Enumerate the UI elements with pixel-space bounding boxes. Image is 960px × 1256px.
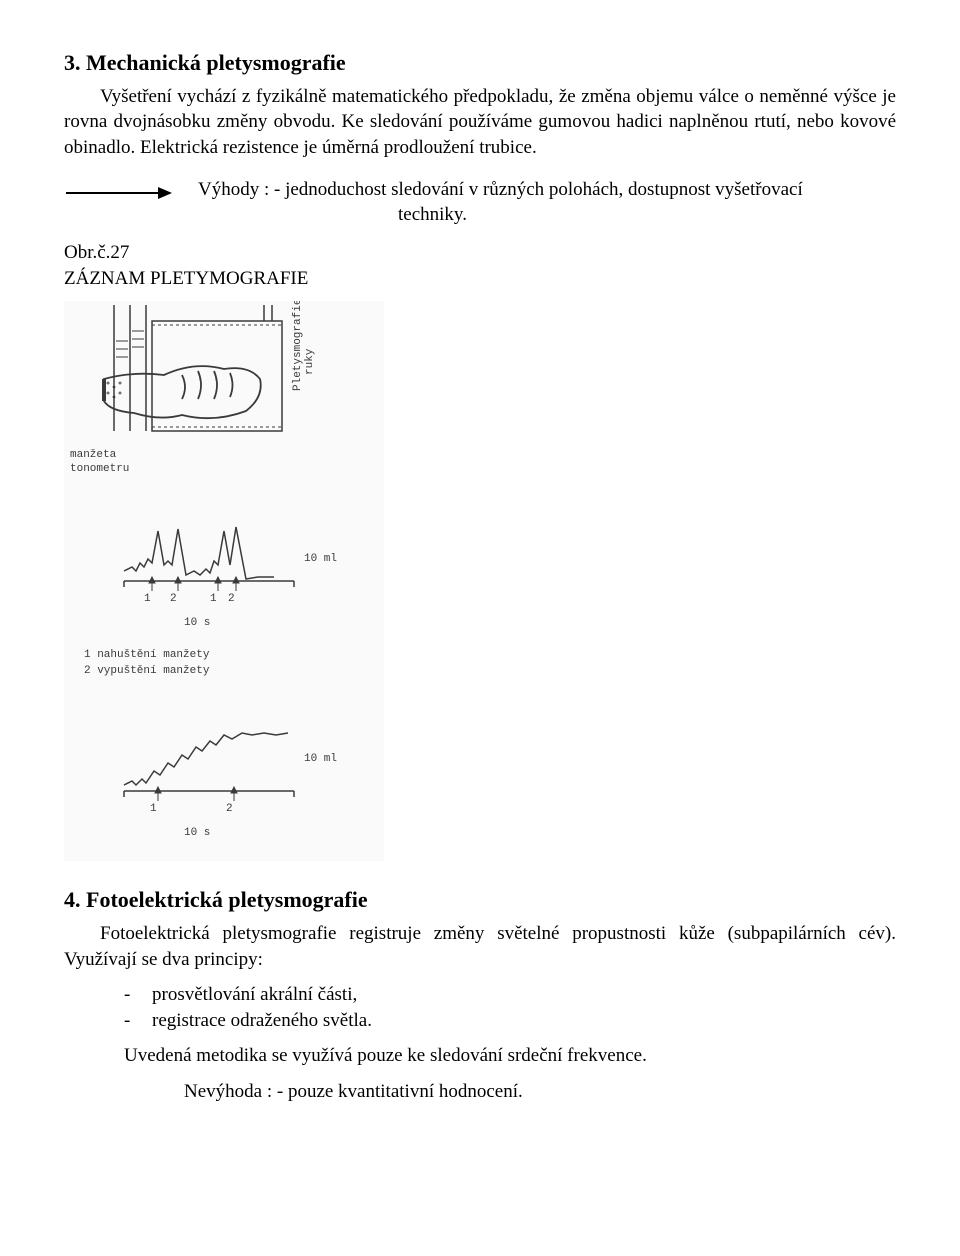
- fig-manzeta-2: tonometru: [70, 463, 129, 475]
- list-item: prosvětlování akrální části,: [124, 982, 896, 1008]
- arrow-icon: [64, 183, 174, 203]
- svg-text:10 s: 10 s: [184, 827, 210, 839]
- svg-text:2: 2: [228, 593, 235, 605]
- section-4-note: Uvedená metodika se využívá pouze ke sle…: [124, 1043, 896, 1069]
- svg-text:1: 1: [150, 803, 157, 815]
- svg-text:10 s: 10 s: [184, 617, 210, 629]
- svg-text:1: 1: [210, 593, 217, 605]
- fig-manzeta-1: manžeta: [70, 449, 117, 461]
- svg-text:1: 1: [144, 593, 151, 605]
- section-4-para: Fotoelektrická pletysmografie registruje…: [64, 921, 896, 972]
- svg-text:10 ml: 10 ml: [304, 753, 337, 765]
- section-3-title: 3. Mechanická pletysmografie: [64, 48, 896, 78]
- list-item: registrace odraženého světla.: [124, 1008, 896, 1034]
- vyhody-line-1: Výhody : - jednoduchost sledování v různ…: [198, 177, 803, 203]
- vyhody-row: Výhody : - jednoduchost sledování v různ…: [64, 177, 896, 228]
- section-3-para: Vyšetření vychází z fyzikálně matematick…: [64, 84, 896, 161]
- figure-27-label: Obr.č.27: [64, 240, 896, 266]
- fig-legend-2: 2 vypuštění manžety: [84, 665, 210, 677]
- section-4-nevyhoda: Nevýhoda : - pouze kvantitativní hodnoce…: [184, 1079, 896, 1105]
- fig-ruky-label: ruky: [304, 348, 316, 375]
- fig-plety-label: Pletysmografie: [292, 301, 304, 391]
- section-4-title: 4. Fotoelektrická pletysmografie: [64, 885, 896, 915]
- fig-legend-1: 1 nahuštění manžety: [84, 649, 210, 661]
- figure-27-svg: Pletysmografie ruky manžeta tonometru 1 …: [64, 301, 384, 861]
- svg-text:2: 2: [226, 803, 233, 815]
- svg-text:2: 2: [170, 593, 177, 605]
- figure-27-caption: ZÁZNAM PLETYMOGRAFIE: [64, 266, 896, 292]
- figure-27: Pletysmografie ruky manžeta tonometru 1 …: [64, 301, 384, 861]
- svg-text:10 ml: 10 ml: [304, 553, 337, 565]
- vyhody-line-2: techniky.: [398, 202, 803, 228]
- section-4-bullets: prosvětlování akrální části, registrace …: [124, 982, 896, 1033]
